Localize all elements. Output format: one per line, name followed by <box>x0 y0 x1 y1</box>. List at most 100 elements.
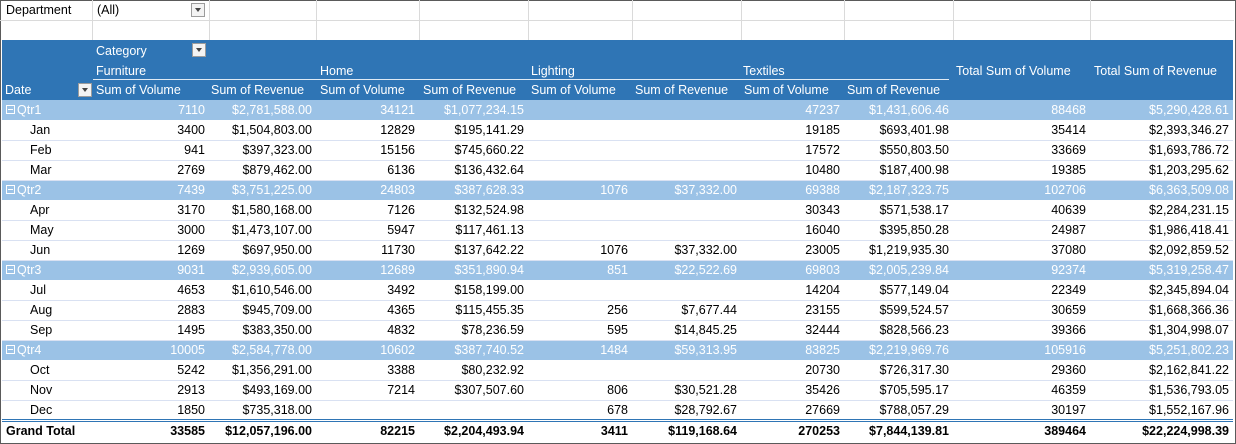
month-label[interactable]: Apr <box>2 200 92 221</box>
value-cell[interactable]: 19185 <box>741 120 844 141</box>
grand-total-cell[interactable]: $22,224,998.39 <box>1090 418 1233 441</box>
value-cell[interactable] <box>632 140 741 161</box>
value-cell[interactable]: 1495 <box>92 320 209 341</box>
value-cell[interactable]: 88468 <box>953 100 1090 121</box>
value-cell[interactable]: 678 <box>528 400 632 421</box>
value-cell[interactable]: $5,290,428.61 <box>1090 100 1233 121</box>
grand-total-cell[interactable]: $12,057,196.00 <box>209 418 316 441</box>
value-cell[interactable]: 30343 <box>741 200 844 221</box>
value-cell[interactable] <box>528 100 632 121</box>
value-cell[interactable]: 23005 <box>741 240 844 261</box>
value-cell[interactable]: $78,236.59 <box>419 320 528 341</box>
value-cell[interactable]: 6136 <box>316 160 419 181</box>
month-label[interactable]: Dec <box>2 400 92 421</box>
value-cell[interactable]: $14,845.25 <box>632 320 741 341</box>
value-cell[interactable]: $1,552,167.96 <box>1090 400 1233 421</box>
value-cell[interactable]: $2,005,239.84 <box>844 260 953 281</box>
value-cell[interactable]: $59,313.95 <box>632 340 741 361</box>
value-cell[interactable]: $1,203,295.62 <box>1090 160 1233 181</box>
value-cell[interactable]: $1,304,998.07 <box>1090 320 1233 341</box>
value-cell[interactable]: 3170 <box>92 200 209 221</box>
value-cell[interactable]: $1,504,803.00 <box>209 120 316 141</box>
value-cell[interactable]: $137,642.22 <box>419 240 528 261</box>
grand-total-cell[interactable]: 389464 <box>953 418 1090 441</box>
value-cell[interactable]: 2883 <box>92 300 209 321</box>
value-cell[interactable]: $395,850.28 <box>844 220 953 241</box>
value-cell[interactable]: $195,141.29 <box>419 120 528 141</box>
value-cell[interactable]: $397,323.00 <box>209 140 316 161</box>
collapse-icon[interactable] <box>6 185 15 195</box>
value-cell[interactable]: 4365 <box>316 300 419 321</box>
value-cell[interactable]: $2,162,841.22 <box>1090 360 1233 381</box>
value-cell[interactable]: 1076 <box>528 240 632 261</box>
value-cell[interactable]: $1,219,935.30 <box>844 240 953 261</box>
grand-total-cell[interactable]: $119,168.64 <box>632 418 741 441</box>
value-cell[interactable]: 941 <box>92 140 209 161</box>
value-cell[interactable] <box>316 400 419 421</box>
value-cell[interactable] <box>528 220 632 241</box>
value-cell[interactable]: $2,187,323.75 <box>844 180 953 201</box>
month-label[interactable]: Feb <box>2 140 92 161</box>
value-cell[interactable]: 30659 <box>953 300 1090 321</box>
value-cell[interactable]: $1,668,366.36 <box>1090 300 1233 321</box>
collapse-icon[interactable] <box>6 104 15 114</box>
value-cell[interactable]: 806 <box>528 380 632 401</box>
value-cell[interactable]: $828,566.23 <box>844 320 953 341</box>
value-cell[interactable]: $387,740.52 <box>419 340 528 361</box>
value-cell[interactable] <box>632 280 741 301</box>
value-cell[interactable] <box>632 120 741 141</box>
value-cell[interactable]: 2769 <box>92 160 209 181</box>
value-cell[interactable]: 16040 <box>741 220 844 241</box>
value-cell[interactable]: 256 <box>528 300 632 321</box>
value-cell[interactable]: $735,318.00 <box>209 400 316 421</box>
value-cell[interactable]: 1484 <box>528 340 632 361</box>
value-cell[interactable]: $115,455.35 <box>419 300 528 321</box>
value-cell[interactable]: $1,693,786.72 <box>1090 140 1233 161</box>
value-cell[interactable]: $37,332.00 <box>632 180 741 201</box>
value-cell[interactable]: $387,628.33 <box>419 180 528 201</box>
value-cell[interactable]: $693,401.98 <box>844 120 953 141</box>
value-cell[interactable]: 20730 <box>741 360 844 381</box>
value-cell[interactable]: $1,610,546.00 <box>209 280 316 301</box>
month-label[interactable]: Jan <box>2 120 92 141</box>
value-cell[interactable]: 5242 <box>92 360 209 381</box>
value-cell[interactable]: $307,507.60 <box>419 380 528 401</box>
grand-total-cell[interactable]: $7,844,139.81 <box>844 418 953 441</box>
value-cell[interactable]: $2,939,605.00 <box>209 260 316 281</box>
value-cell[interactable] <box>528 360 632 381</box>
value-cell[interactable]: $550,803.50 <box>844 140 953 161</box>
value-cell[interactable]: 15156 <box>316 140 419 161</box>
value-cell[interactable]: 22349 <box>953 280 1090 301</box>
quarter-label-cell[interactable]: Qtr4 <box>2 340 92 361</box>
value-cell[interactable]: 851 <box>528 260 632 281</box>
value-cell[interactable]: 3000 <box>92 220 209 241</box>
value-cell[interactable]: 24987 <box>953 220 1090 241</box>
value-cell[interactable]: $117,461.13 <box>419 220 528 241</box>
value-cell[interactable]: $158,199.00 <box>419 280 528 301</box>
month-label[interactable]: Jul <box>2 280 92 301</box>
value-cell[interactable]: $30,521.28 <box>632 380 741 401</box>
value-cell[interactable] <box>528 280 632 301</box>
value-cell[interactable]: 3492 <box>316 280 419 301</box>
value-cell[interactable]: $493,169.00 <box>209 380 316 401</box>
value-cell[interactable]: $1,580,168.00 <box>209 200 316 221</box>
value-cell[interactable]: $2,092,859.52 <box>1090 240 1233 261</box>
value-cell[interactable]: $599,524.57 <box>844 300 953 321</box>
value-cell[interactable]: $22,522.69 <box>632 260 741 281</box>
value-cell[interactable]: $2,219,969.76 <box>844 340 953 361</box>
quarter-label-cell[interactable]: Qtr2 <box>2 180 92 201</box>
value-cell[interactable]: 32444 <box>741 320 844 341</box>
value-cell[interactable]: $2,393,346.27 <box>1090 120 1233 141</box>
value-cell[interactable]: 35414 <box>953 120 1090 141</box>
filter-dropdown-icon[interactable] <box>191 3 205 17</box>
value-cell[interactable]: 24803 <box>316 180 419 201</box>
value-cell[interactable]: $1,431,606.46 <box>844 100 953 121</box>
value-cell[interactable]: 3400 <box>92 120 209 141</box>
value-cell[interactable]: $2,345,894.04 <box>1090 280 1233 301</box>
grand-total-cell[interactable]: $2,204,493.94 <box>419 418 528 441</box>
value-cell[interactable]: 19385 <box>953 160 1090 181</box>
value-cell[interactable]: 46359 <box>953 380 1090 401</box>
value-cell[interactable]: 27669 <box>741 400 844 421</box>
value-cell[interactable]: $187,400.98 <box>844 160 953 181</box>
value-cell[interactable] <box>632 220 741 241</box>
